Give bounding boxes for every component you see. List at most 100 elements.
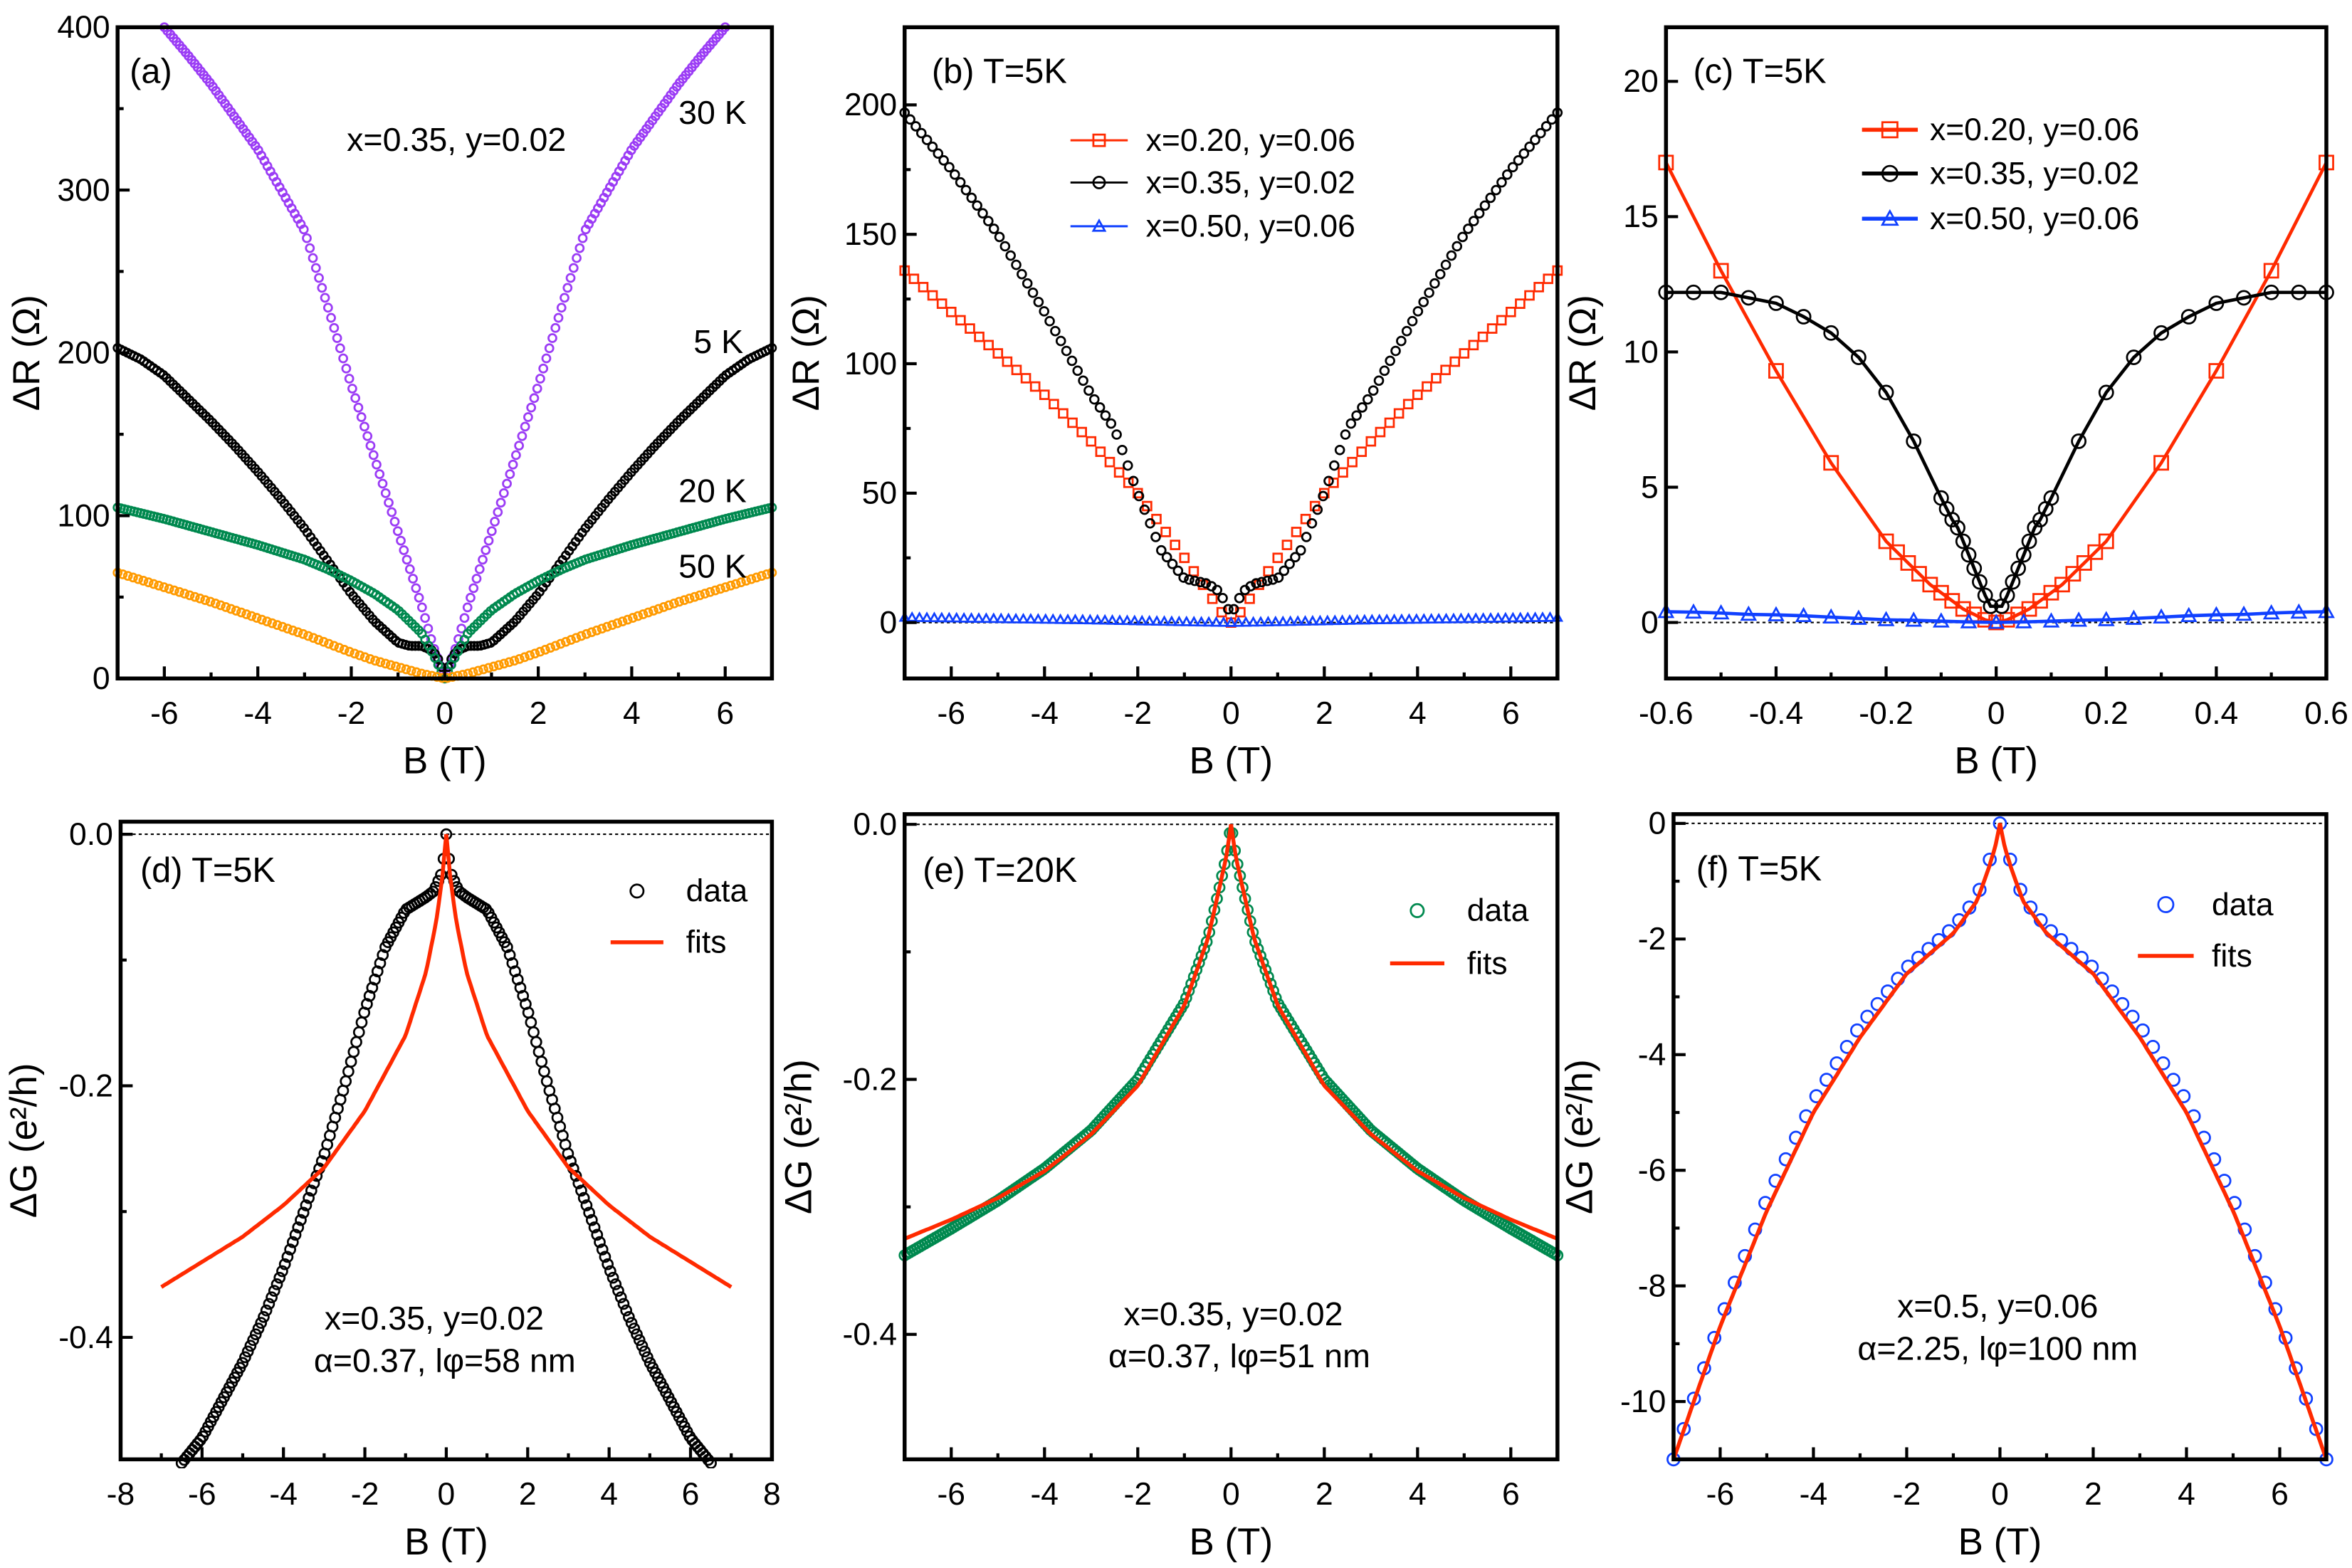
data-point	[700, 589, 710, 599]
data-point	[1318, 490, 1328, 502]
data-point	[1455, 612, 1467, 623]
data-point	[1485, 192, 1496, 204]
panel-label: (a)	[130, 53, 172, 91]
data-point	[355, 650, 365, 661]
legend: x=0.20, y=0.06 x=0.35, y=0.02 x=0.50, y=0.…	[1070, 123, 1355, 244]
data-point	[1366, 614, 1378, 625]
data-point	[505, 469, 515, 480]
data-point	[200, 595, 211, 606]
data-point	[326, 312, 336, 323]
data-point	[276, 1265, 288, 1278]
data-point	[1232, 616, 1244, 627]
data-point	[510, 450, 521, 461]
data-point	[577, 233, 588, 243]
data-point	[1401, 325, 1412, 337]
data-point	[575, 1184, 587, 1197]
data-point	[988, 223, 999, 234]
y-tick-label: 200	[57, 336, 110, 371]
data-point	[668, 599, 679, 609]
data-point	[1343, 614, 1356, 625]
data-point	[401, 664, 411, 675]
data-point	[1195, 616, 1207, 627]
data-point	[1380, 613, 1393, 624]
data-point	[999, 241, 1011, 252]
data-point	[1269, 615, 1282, 626]
data-point	[1850, 609, 1867, 625]
x-tick-label: 0	[1222, 1477, 1240, 1512]
data-point	[298, 628, 308, 639]
data-point	[609, 1278, 622, 1290]
data-point	[504, 657, 515, 668]
y-tick-label: -2	[1638, 922, 1666, 957]
data-point	[380, 488, 391, 498]
data-point	[1524, 141, 1535, 152]
data-point	[705, 586, 715, 597]
data-point	[387, 507, 397, 517]
data-point	[1390, 345, 1401, 357]
data-point	[1449, 356, 1461, 367]
data-point	[1273, 572, 1284, 583]
x-tick-label: -4	[243, 696, 272, 731]
data-point	[966, 192, 977, 204]
annotation: 30 K	[678, 94, 747, 131]
data-point	[1078, 375, 1088, 386]
x-tick-label: -4	[269, 1477, 298, 1512]
data-point	[329, 641, 340, 651]
series-x-0-50-y-0-06	[1657, 602, 2335, 629]
series-5-K	[112, 343, 777, 684]
data-point	[355, 1016, 368, 1028]
data-point	[324, 638, 334, 649]
y-tick-label: 15	[1623, 199, 1658, 234]
legend-label: x=0.50, y=0.06	[1930, 201, 2139, 236]
data-point	[1011, 364, 1022, 376]
data-point	[1314, 614, 1326, 626]
data-point	[295, 1214, 307, 1226]
data-point	[266, 1291, 278, 1304]
data-point	[715, 584, 725, 594]
data-point	[628, 613, 638, 623]
data-point	[1955, 533, 1971, 549]
data-point	[1462, 612, 1475, 623]
data-point	[1506, 307, 1516, 317]
y-tick-label: 300	[57, 173, 110, 208]
data-point	[583, 1206, 595, 1219]
data-point	[1459, 348, 1470, 359]
panel-label: (e) T=20K	[923, 851, 1077, 890]
annotation: x=0.5, y=0.06	[1897, 1288, 2098, 1325]
series-x-0-20-y-0-06	[899, 265, 1563, 628]
y-tick-label: 400	[57, 10, 110, 45]
data-point	[260, 1304, 273, 1317]
series-line	[1666, 290, 2326, 609]
data-point	[596, 1243, 609, 1256]
data-point	[938, 155, 949, 166]
data-point	[468, 583, 479, 594]
data-point	[710, 585, 720, 596]
data-point	[281, 1251, 294, 1263]
data-point	[2153, 608, 2170, 623]
data-point	[368, 450, 379, 461]
data-point	[944, 162, 955, 173]
data-point	[1276, 615, 1289, 626]
y-tick-label: 5	[1641, 470, 1659, 505]
data-point	[1094, 402, 1106, 413]
data-point	[289, 1228, 302, 1241]
data-point	[251, 613, 262, 623]
y-tick-label: -0.2	[843, 1062, 898, 1097]
data-point	[310, 1169, 323, 1182]
data-point	[935, 611, 948, 623]
data-point	[236, 607, 246, 618]
x-tick-label: 0.2	[2084, 696, 2128, 731]
data-point	[1530, 135, 1540, 145]
data-point	[332, 333, 342, 343]
data-point	[1061, 613, 1074, 624]
data-point	[1069, 613, 1081, 624]
data-point	[602, 1258, 614, 1270]
y-tick-label: 50	[862, 476, 897, 511]
series-x-0-35-y-0-02	[899, 107, 1563, 615]
x-tick-label: 6	[2271, 1477, 2289, 1512]
data-point	[736, 577, 746, 588]
data-point	[420, 613, 430, 623]
legend-label: data	[2212, 888, 2274, 922]
data-point	[1321, 614, 1334, 626]
y-tick-label: 100	[57, 498, 110, 533]
